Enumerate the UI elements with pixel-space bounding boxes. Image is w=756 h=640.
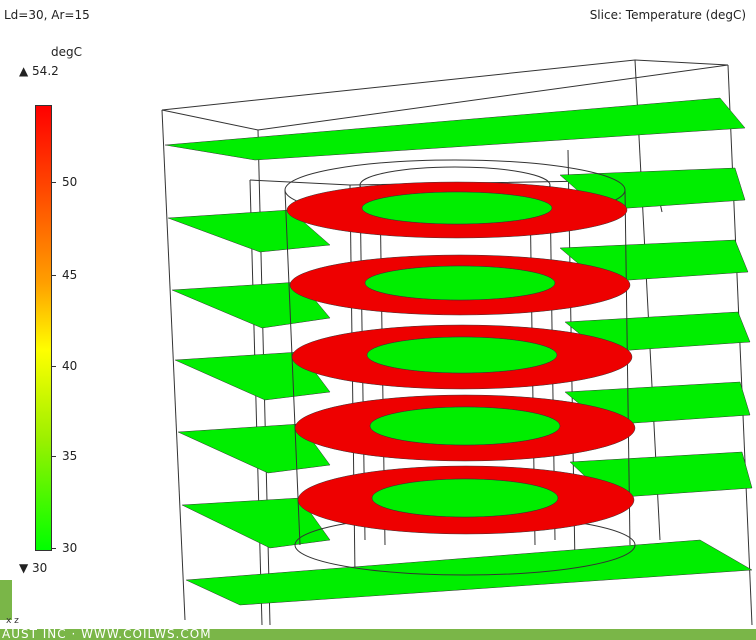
core-slice xyxy=(369,406,561,446)
slice-plane xyxy=(185,539,753,606)
colorbar-tick xyxy=(51,548,56,549)
colorbar-tick xyxy=(51,182,56,183)
core-slices xyxy=(361,191,561,518)
slice-plane xyxy=(174,351,331,401)
parameters-label: Ld=30, Ar=15 xyxy=(4,8,90,22)
colorbar-min-label: ▼ 30 xyxy=(19,561,48,575)
right-slices xyxy=(559,167,753,499)
coil-rings xyxy=(286,181,636,535)
side-panel-tab[interactable] xyxy=(0,580,12,620)
colorbar-unit: degC xyxy=(51,45,82,59)
colorbar-tick xyxy=(51,275,56,276)
plot-title: Slice: Temperature (degC) xyxy=(589,8,746,22)
left-slices xyxy=(164,97,753,606)
slice-plane xyxy=(164,97,746,161)
slice-plane xyxy=(181,497,331,549)
temperature-colorbar xyxy=(35,105,52,551)
colorbar-tick-label: 40 xyxy=(62,359,78,373)
colorbar-max-label: ▲ 54.2 xyxy=(19,64,59,78)
core-slice xyxy=(371,478,559,518)
colorbar-tick xyxy=(51,366,56,367)
colorbar-tick-label: 45 xyxy=(62,268,78,282)
core-slice xyxy=(361,191,553,225)
core-slice xyxy=(366,336,558,374)
slice-plane xyxy=(167,209,331,253)
slice-plane xyxy=(177,423,331,474)
colorbar-tick xyxy=(51,456,56,457)
watermark-bar: AUST INC · WWW.COILWS.COM xyxy=(0,629,756,640)
colorbar-tick-label: 50 xyxy=(62,175,78,189)
axes-indicator: x z xyxy=(6,616,19,626)
colorbar-tick-label: 30 xyxy=(62,541,78,555)
core-slice xyxy=(364,265,556,301)
colorbar-tick-label: 35 xyxy=(62,449,78,463)
watermark-text: AUST INC · WWW.COILWS.COM xyxy=(2,629,212,640)
